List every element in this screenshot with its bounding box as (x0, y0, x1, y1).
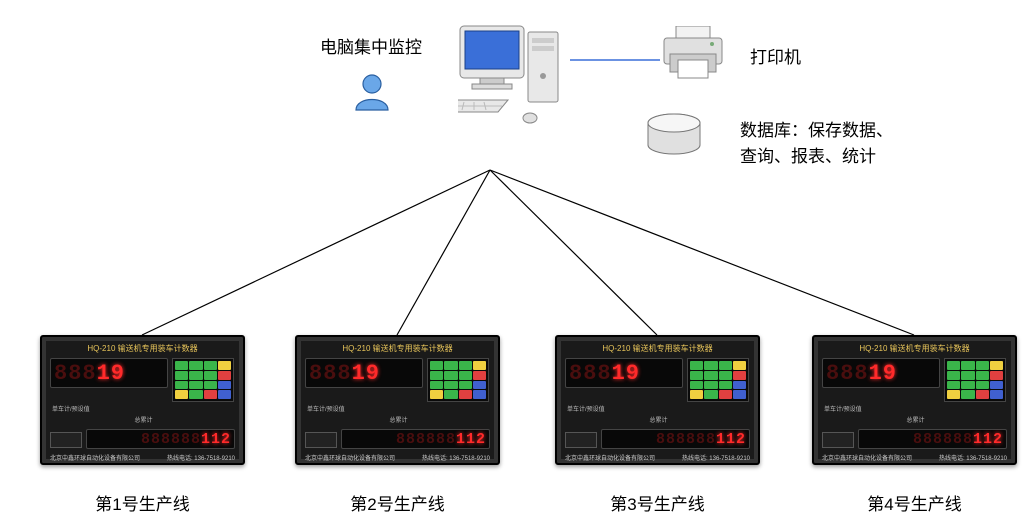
counter-total-display: 888888112 (341, 429, 490, 449)
counter-device-2: HQ-210 输送机专用装车计数器 88819 单车计/预设值 总累计 8888… (295, 335, 500, 465)
computer-icon (458, 18, 568, 128)
printer-label: 打印机 (750, 43, 801, 68)
counter-footer-right: 热线电话: 136-7518-9210 (682, 453, 750, 462)
counter-sub-label-2: 总累计 (824, 415, 1007, 424)
counter-sub-label-1: 单车计/预设值 (307, 404, 490, 413)
counter-sub-label-1: 单车计/预设值 (567, 404, 750, 413)
counter-total-display: 888888112 (86, 429, 235, 449)
counter-reset-button[interactable] (565, 432, 597, 448)
counter-main-display: 88819 (50, 358, 168, 388)
counter-sub-label-1: 单车计/预设值 (52, 404, 235, 413)
counter-main-display: 88819 (822, 358, 940, 388)
counter-footer-left: 北京中鑫环球自动化设备有限公司 (305, 453, 395, 462)
computer-label: 电脑集中监控 (320, 33, 422, 58)
counter-total-display: 888888112 (858, 429, 1007, 449)
counter-device-1: HQ-210 输送机专用装车计数器 88819 单车计/预设值 总累计 8888… (40, 335, 245, 465)
counter-sub-label-2: 总累计 (567, 415, 750, 424)
counter-sub-label-2: 总累计 (307, 415, 490, 424)
counter-keypad[interactable] (172, 358, 234, 402)
counter-title: HQ-210 输送机专用装车计数器 (305, 343, 490, 354)
counter-reset-button[interactable] (50, 432, 82, 448)
counter-footer-right: 热线电话: 136-7518-9210 (167, 453, 235, 462)
counter-footer-right: 热线电话: 136-7518-9210 (422, 453, 490, 462)
counter-sub-label-2: 总累计 (52, 415, 235, 424)
counter-sub-label-1: 单车计/预设值 (824, 404, 1007, 413)
counter-main-display: 88819 (565, 358, 683, 388)
top-icons-area: 电脑集中监控 打印 (0, 18, 1024, 188)
production-line-label-2: 第2号生产线 (295, 490, 500, 515)
production-line-label-3: 第3号生产线 (555, 490, 760, 515)
counter-reset-button[interactable] (822, 432, 854, 448)
counter-reset-button[interactable] (305, 432, 337, 448)
counter-total-display: 888888112 (601, 429, 750, 449)
user-icon (350, 70, 394, 114)
counter-device-3: HQ-210 输送机专用装车计数器 88819 单车计/预设值 总累计 8888… (555, 335, 760, 465)
production-line-label-4: 第4号生产线 (812, 490, 1017, 515)
counter-footer-left: 北京中鑫环球自动化设备有限公司 (565, 453, 655, 462)
counter-footer-right: 热线电话: 136-7518-9210 (939, 453, 1007, 462)
counter-keypad[interactable] (687, 358, 749, 402)
database-icon (646, 113, 702, 159)
printer-icon (658, 26, 728, 81)
counter-title: HQ-210 输送机专用装车计数器 (50, 343, 235, 354)
counter-title: HQ-210 输送机专用装车计数器 (565, 343, 750, 354)
counter-title: HQ-210 输送机专用装车计数器 (822, 343, 1007, 354)
counter-main-display: 88819 (305, 358, 423, 388)
counter-footer-left: 北京中鑫环球自动化设备有限公司 (822, 453, 912, 462)
counter-device-4: HQ-210 输送机专用装车计数器 88819 单车计/预设值 总累计 8888… (812, 335, 1017, 465)
counter-keypad[interactable] (944, 358, 1006, 402)
database-label: 数据库：保存数据、 查询、报表、统计 (740, 118, 893, 169)
counter-footer-left: 北京中鑫环球自动化设备有限公司 (50, 453, 140, 462)
counter-keypad[interactable] (427, 358, 489, 402)
production-line-label-1: 第1号生产线 (40, 490, 245, 515)
